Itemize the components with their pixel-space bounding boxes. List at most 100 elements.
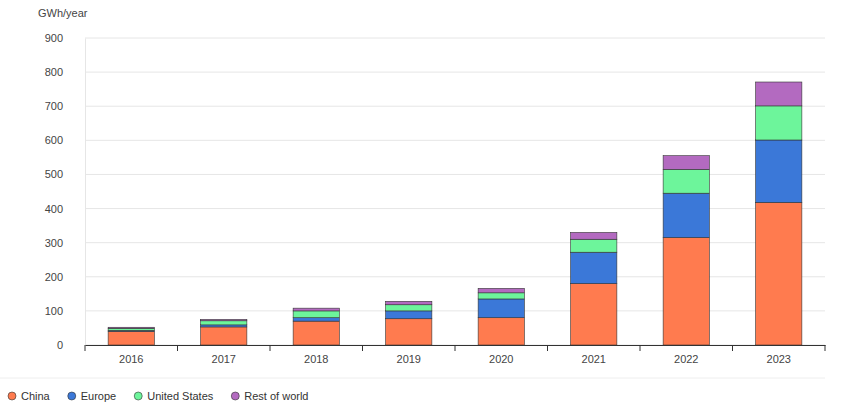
bar <box>108 328 154 330</box>
bar <box>663 193 709 237</box>
grid-line <box>85 242 825 243</box>
category-separator <box>177 345 178 351</box>
y-tick: 0 <box>57 339 85 351</box>
legend-label: Rest of world <box>244 390 308 402</box>
category-separator <box>825 345 826 351</box>
bar <box>108 327 154 328</box>
y-tick: 500 <box>45 168 85 180</box>
x-tick: 2018 <box>304 353 328 365</box>
bar <box>201 321 247 325</box>
y-tick-label: 100 <box>45 305 63 317</box>
bar <box>293 308 339 311</box>
plot: 0 100 200 300 400 500 600 700 800 900 2016 2017 2018… <box>45 32 826 365</box>
grid-line <box>85 38 825 39</box>
x-tick: 2017 <box>212 353 236 365</box>
x-tick-label: 2018 <box>304 353 328 365</box>
bar <box>293 311 339 318</box>
grid <box>85 38 825 345</box>
category-separator <box>455 345 456 351</box>
bar <box>756 106 802 140</box>
y-tick: 300 <box>45 237 85 249</box>
legend-swatch <box>134 392 142 400</box>
bar <box>571 239 617 252</box>
bar <box>756 202 802 345</box>
x-axis: 2016 2017 2018 2019 2020 2021 2022 2023 <box>85 345 826 365</box>
category-separator <box>270 345 271 351</box>
x-tick: 2021 <box>582 353 606 365</box>
x-tick-label: 2016 <box>119 353 143 365</box>
legend-swatch <box>231 392 239 400</box>
y-tick: 100 <box>45 305 85 317</box>
x-tick-label: 2022 <box>674 353 698 365</box>
bar <box>108 331 154 345</box>
legend-label: China <box>21 390 51 402</box>
category-separator <box>732 345 733 351</box>
y-axis-title: GWh/year <box>38 7 88 19</box>
bar <box>663 238 709 345</box>
bar <box>201 319 247 320</box>
grid-line <box>85 140 825 141</box>
series <box>108 140 802 331</box>
y-tick-label: 400 <box>45 203 63 215</box>
x-tick-label: 2021 <box>582 353 606 365</box>
y-tick-label: 800 <box>45 66 63 78</box>
x-tick-label: 2020 <box>489 353 513 365</box>
grid-line <box>85 208 825 209</box>
bar <box>571 284 617 345</box>
grid-line <box>85 174 825 175</box>
category-separator <box>640 345 641 351</box>
category-separators <box>85 345 825 351</box>
x-tick: 2022 <box>674 353 698 365</box>
legend-item: China <box>8 390 51 402</box>
legend-item: Rest of world <box>231 390 308 402</box>
grid-line <box>85 310 825 311</box>
grid-line <box>85 72 825 73</box>
bar <box>663 169 709 193</box>
y-tick-label: 0 <box>57 339 63 351</box>
y-tick: 700 <box>45 100 85 112</box>
bar <box>386 305 432 311</box>
y-tick: 200 <box>45 271 85 283</box>
x-tick-label: 2019 <box>397 353 421 365</box>
bar <box>756 82 802 106</box>
bar <box>386 319 432 345</box>
x-tick: 2019 <box>397 353 421 365</box>
y-tick: 400 <box>45 203 85 215</box>
chart: 0 100 200 300 400 500 600 700 800 900 2016 2017 2018… <box>0 0 850 411</box>
bar <box>478 299 524 318</box>
category-separator <box>362 345 363 351</box>
bar <box>293 321 339 345</box>
y-tick-label: 300 <box>45 237 63 249</box>
bar <box>571 232 617 239</box>
bar <box>201 325 247 327</box>
bar <box>571 252 617 283</box>
y-tick: 800 <box>45 66 85 78</box>
grid-line <box>85 276 825 277</box>
legend-swatch <box>8 392 16 400</box>
x-tick: 2016 <box>119 353 143 365</box>
bar <box>478 293 524 299</box>
x-tick-label: 2017 <box>212 353 236 365</box>
y-tick-label: 500 <box>45 168 63 180</box>
legend-divider <box>0 378 825 379</box>
legend-item: Europe <box>68 390 116 402</box>
y-tick-label: 200 <box>45 271 63 283</box>
y-tick-label: 900 <box>45 32 63 44</box>
y-tick-label: 600 <box>45 134 63 146</box>
legend-label: United States <box>147 390 214 402</box>
x-tick: 2023 <box>767 353 791 365</box>
y-tick: 900 <box>45 32 85 44</box>
grid-line <box>85 106 825 107</box>
bar <box>201 327 247 345</box>
bars <box>108 82 802 345</box>
legend-swatch <box>68 392 76 400</box>
legend: China Europe United States Rest of world <box>8 390 308 402</box>
series <box>108 106 802 330</box>
bar <box>386 311 432 319</box>
bar <box>293 318 339 321</box>
y-tick: 600 <box>45 134 85 146</box>
bar <box>663 156 709 170</box>
x-tick: 2020 <box>489 353 513 365</box>
y-axis-line <box>85 39 86 346</box>
series <box>108 82 802 328</box>
